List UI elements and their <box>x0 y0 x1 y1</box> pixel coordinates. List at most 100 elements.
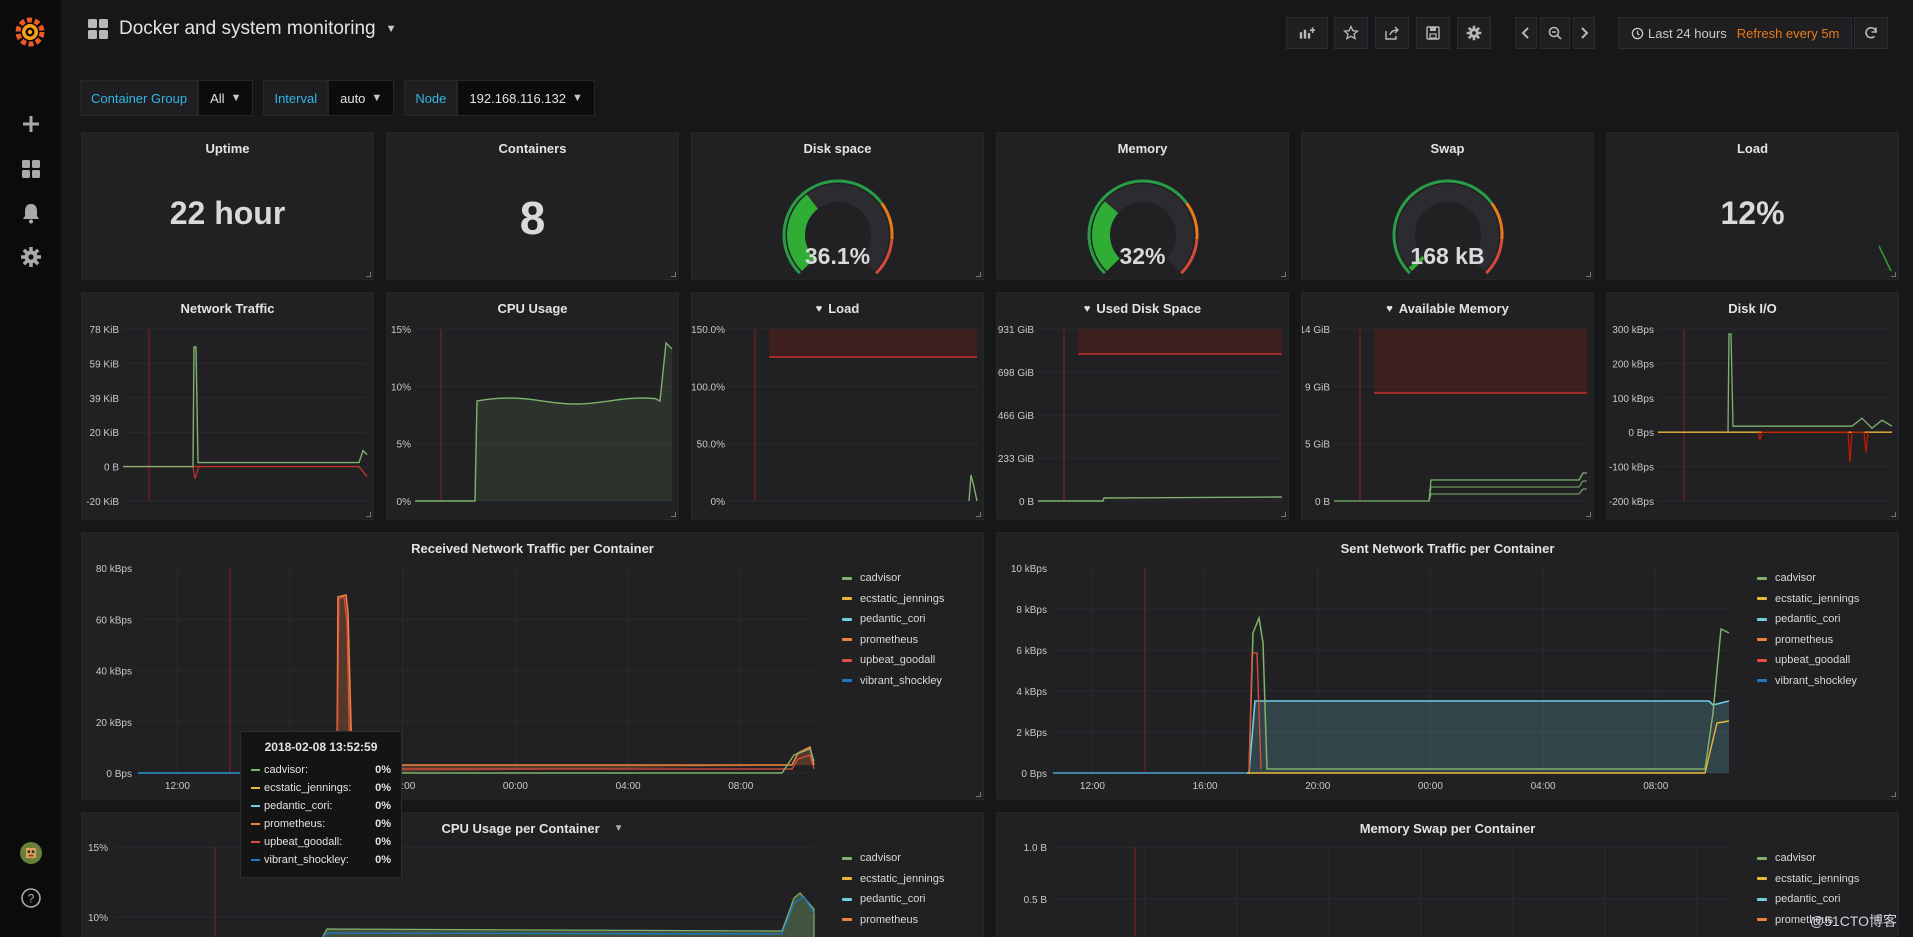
help-icon[interactable]: ? <box>16 883 46 913</box>
legend-item[interactable]: pedantic_cori <box>842 889 957 910</box>
resize-handle[interactable] <box>1586 512 1591 517</box>
zoom-out-button[interactable] <box>1540 17 1570 49</box>
disk-io-panel[interactable]: Disk I/O 300 kBps 200 kBps 100 kBps 0 Bps -1… <box>1606 292 1899 520</box>
dashboard-title-picker[interactable]: Docker and system monitoring ▼ <box>87 18 397 40</box>
containers-value: 8 <box>519 192 546 244</box>
y-tick-label: 698 GiB <box>998 368 1034 379</box>
containers-panel[interactable]: Containers 8 <box>386 132 679 280</box>
legend-item[interactable]: pedantic_cori <box>842 609 957 630</box>
available-memory-panel[interactable]: ♥ Available Memory 14 GiB 9 GiB 5 GiB 0 B <box>1301 292 1594 520</box>
refresh-button[interactable] <box>1854 17 1888 49</box>
legend-color-swatch <box>842 679 852 683</box>
save-icon <box>1426 26 1440 40</box>
legend-item[interactable]: ecstatic_jennings <box>1757 869 1872 890</box>
sent-traffic-panel[interactable]: Sent Network Traffic per Container 10 kB… <box>996 532 1899 800</box>
legend-item[interactable]: vibrant_shockley <box>1757 671 1872 692</box>
panel-menu-caret-icon[interactable]: ▼ <box>613 823 624 834</box>
variable-container-group-select[interactable]: All ▼ <box>198 80 254 116</box>
legend-item[interactable]: ecstatic_jennings <box>842 589 957 610</box>
dashboard-settings-button[interactable] <box>1457 17 1491 49</box>
disk-space-value: 36.1% <box>804 243 871 269</box>
used-disk-space-panel[interactable]: ♥ Used Disk Space 931 GiB 698 GiB 466 GiB 23… <box>996 292 1289 520</box>
dashboards-icon[interactable] <box>16 154 46 184</box>
memory-panel[interactable]: Memory 32% <box>996 132 1289 280</box>
resize-handle[interactable] <box>1891 272 1896 277</box>
uptime-panel[interactable]: Uptime 22 hour <box>81 132 374 280</box>
legend-item[interactable]: prometheus <box>1757 630 1872 651</box>
y-tick-label: 100.0% <box>692 382 725 393</box>
y-tick-label: 10% <box>88 913 108 924</box>
resize-handle[interactable] <box>1281 512 1286 517</box>
swap-per-container-panel[interactable]: Memory Swap per Container 1.0 B 0.5 B cad… <box>996 812 1899 937</box>
legend-item[interactable]: cadvisor <box>842 568 957 589</box>
disk-space-panel[interactable]: Disk space 36.1% <box>691 132 984 280</box>
resize-handle[interactable] <box>366 272 371 277</box>
alerting-bell-icon[interactable] <box>16 198 46 228</box>
time-back-button[interactable] <box>1515 17 1537 49</box>
series-line <box>1038 496 1283 502</box>
legend-item[interactable]: prometheus <box>842 630 957 651</box>
legend-item[interactable]: cadvisor <box>842 848 957 869</box>
network-traffic-panel[interactable]: Network Traffic 78 KiB 59 KiB 39 KiB 20 KiB… <box>81 292 374 520</box>
variable-interval-select[interactable]: auto ▼ <box>328 80 395 116</box>
chevron-down-icon: ▼ <box>385 23 397 35</box>
legend-label: pedantic_cori <box>860 613 926 626</box>
cpu-usage-panel[interactable]: CPU Usage 15% 10% 5% 0% <box>386 292 679 520</box>
resize-handle[interactable] <box>671 272 676 277</box>
resize-handle[interactable] <box>976 272 981 277</box>
y-tick-label: 2 kBps <box>1016 728 1047 739</box>
legend-item[interactable]: pedantic_cori <box>1757 609 1872 630</box>
resize-handle[interactable] <box>1586 272 1591 277</box>
resize-handle[interactable] <box>366 512 371 517</box>
resize-handle[interactable] <box>976 512 981 517</box>
add-panel-button[interactable] <box>1286 17 1328 49</box>
legend-item[interactable]: vibrant_shockley <box>842 671 957 692</box>
gear-icon <box>1466 25 1482 41</box>
time-range-picker[interactable]: Last 24 hours Refresh every 5m <box>1618 17 1852 49</box>
legend-label: pedantic_cori <box>860 893 926 906</box>
legend-color-swatch <box>1757 597 1767 601</box>
legend-label: prometheus <box>860 633 919 646</box>
panel-title-text: CPU Usage <box>497 301 568 316</box>
legend-item[interactable]: upbeat_goodall <box>842 650 957 671</box>
resize-handle[interactable] <box>1281 272 1286 277</box>
grafana-logo-icon[interactable] <box>12 14 48 50</box>
x-tick-label: 04:00 <box>616 781 641 792</box>
load-stat-panel[interactable]: Load 12% <box>1606 132 1899 280</box>
caret-down-icon: ▼ <box>572 92 583 104</box>
legend-item[interactable]: prometheus <box>842 910 957 931</box>
legend-item[interactable]: ecstatic_jennings <box>1757 589 1872 610</box>
series-line-tx-spike <box>192 466 200 479</box>
legend-item[interactable]: pedantic_cori <box>1757 889 1872 910</box>
received-traffic-panel[interactable]: Received Network Traffic per Container 8… <box>81 532 984 800</box>
settings-gear-icon[interactable] <box>16 242 46 272</box>
add-icon[interactable] <box>16 109 46 139</box>
x-tick-label: 12:00 <box>1080 781 1105 792</box>
legend-item[interactable]: ecstatic_jennings <box>842 869 957 890</box>
time-forward-button[interactable] <box>1573 17 1595 49</box>
swap-value: 168 kB <box>1410 243 1485 269</box>
legend-item[interactable]: cadvisor <box>1757 568 1872 589</box>
y-tick-label: 200 kBps <box>1612 359 1654 370</box>
x-tick-label: 08:00 <box>728 781 753 792</box>
swap-panel[interactable]: Swap 168 kB <box>1301 132 1594 280</box>
x-tick-label: 12:00 <box>165 781 190 792</box>
load-value: 12% <box>1720 195 1785 231</box>
resize-handle[interactable] <box>976 792 981 797</box>
cpu-per-container-panel[interactable]: CPU Usage per Container ▼ 15% 10% cadvisor… <box>81 812 984 937</box>
panel-title[interactable]: CPU Usage per Container ▼ <box>82 821 983 836</box>
resize-handle[interactable] <box>1891 792 1896 797</box>
load-graph-panel[interactable]: ♥ Load 150.0% 100.0% 50.0% 0% <box>691 292 984 520</box>
star-button[interactable] <box>1334 17 1368 49</box>
y-tick-label: 20 kBps <box>96 718 132 729</box>
user-avatar[interactable] <box>16 838 46 868</box>
resize-handle[interactable] <box>671 512 676 517</box>
resize-handle[interactable] <box>1891 512 1896 517</box>
series-area <box>415 343 672 501</box>
legend-item[interactable]: prometheus <box>1757 910 1872 931</box>
variable-node-select[interactable]: 192.168.116.132 ▼ <box>457 80 595 116</box>
legend-item[interactable]: upbeat_goodall <box>1757 650 1872 671</box>
legend-item[interactable]: cadvisor <box>1757 848 1872 869</box>
share-button[interactable] <box>1375 17 1409 49</box>
save-button[interactable] <box>1416 17 1450 49</box>
